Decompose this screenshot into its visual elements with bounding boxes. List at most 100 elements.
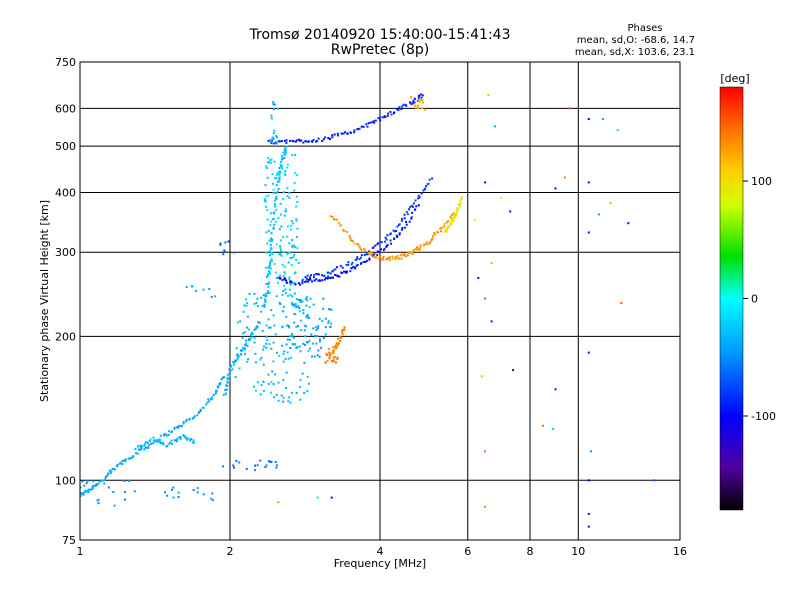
data-point [284,174,287,177]
data-point [265,335,268,338]
data-point [493,125,496,128]
data-point [272,136,275,139]
data-point [292,256,295,259]
data-point [253,292,256,295]
data-point [327,321,330,324]
data-point [318,355,321,358]
data-point [270,140,273,143]
data-point [133,490,136,493]
data-point [425,241,428,244]
data-point [389,259,392,262]
data-point [279,171,282,174]
data-point [223,249,226,252]
data-point [169,441,172,444]
data-point [374,253,377,255]
data-point [144,446,147,449]
data-point [334,274,337,276]
data-point [422,101,424,104]
data-point [304,335,307,338]
data-point [159,442,162,445]
data-point [380,241,383,244]
data-point [257,381,259,384]
data-point [98,480,101,483]
data-point [298,386,301,389]
data-point [273,203,276,206]
data-point [272,218,275,221]
chart-title: Tromsø 20140920 15:40:00-15:41:43 [249,27,511,43]
data-point [378,241,381,244]
data-point [325,352,328,355]
data-point [267,281,270,284]
data-point [107,473,109,475]
data-point [620,301,623,304]
y-tick-label: 100 [55,474,76,487]
data-point [190,438,193,441]
data-point [284,278,287,281]
data-point [121,460,124,463]
data-point [283,350,286,353]
data-point [267,326,270,329]
data-point [226,373,229,376]
data-point [202,288,205,291]
data-point [290,256,293,259]
data-point [327,347,330,350]
data-point [79,492,82,494]
x-tick-label: 6 [464,545,471,558]
data-point [429,241,432,244]
data-point [269,244,272,247]
data-point [420,99,422,102]
data-point [459,205,462,208]
data-point [272,101,275,104]
data-point [86,489,89,492]
data-point [425,185,428,188]
data-point [130,457,133,460]
data-point [343,329,346,331]
data-point [484,297,487,300]
data-point [109,472,112,474]
data-point [321,139,324,142]
data-point [259,459,262,462]
data-point [315,273,318,275]
data-point [379,116,382,119]
data-point [301,278,304,281]
data-point [266,275,268,278]
data-point [290,228,293,231]
data-point [233,363,235,366]
data-point [405,210,408,213]
data-point [329,325,332,328]
data-point [321,274,324,277]
data-point [308,347,311,350]
data-point [331,215,334,218]
data-point [339,335,342,338]
data-point [314,326,317,329]
data-point [170,431,173,434]
data-point [291,139,294,142]
data-point [282,236,285,239]
data-point [439,227,442,230]
data-point [262,345,265,348]
data-point [268,271,271,274]
data-point [311,355,313,358]
data-point [289,335,292,337]
data-point [284,272,287,275]
data-point [363,254,366,257]
data-point [210,497,213,500]
data-point [300,139,303,142]
data-point [282,156,285,159]
data-point [563,176,566,179]
data-point [324,136,327,139]
data-point [396,225,399,228]
data-point [107,486,110,489]
data-point [229,369,232,372]
data-point [271,260,273,263]
data-point [411,251,414,254]
data-point [322,307,325,310]
data-point [293,312,296,315]
data-point [315,328,318,331]
data-point [386,244,389,247]
data-point [295,205,298,208]
data-point [325,277,327,280]
phase-stats-header: Phases [627,23,662,34]
data-point [420,192,423,195]
data-point [221,376,224,379]
